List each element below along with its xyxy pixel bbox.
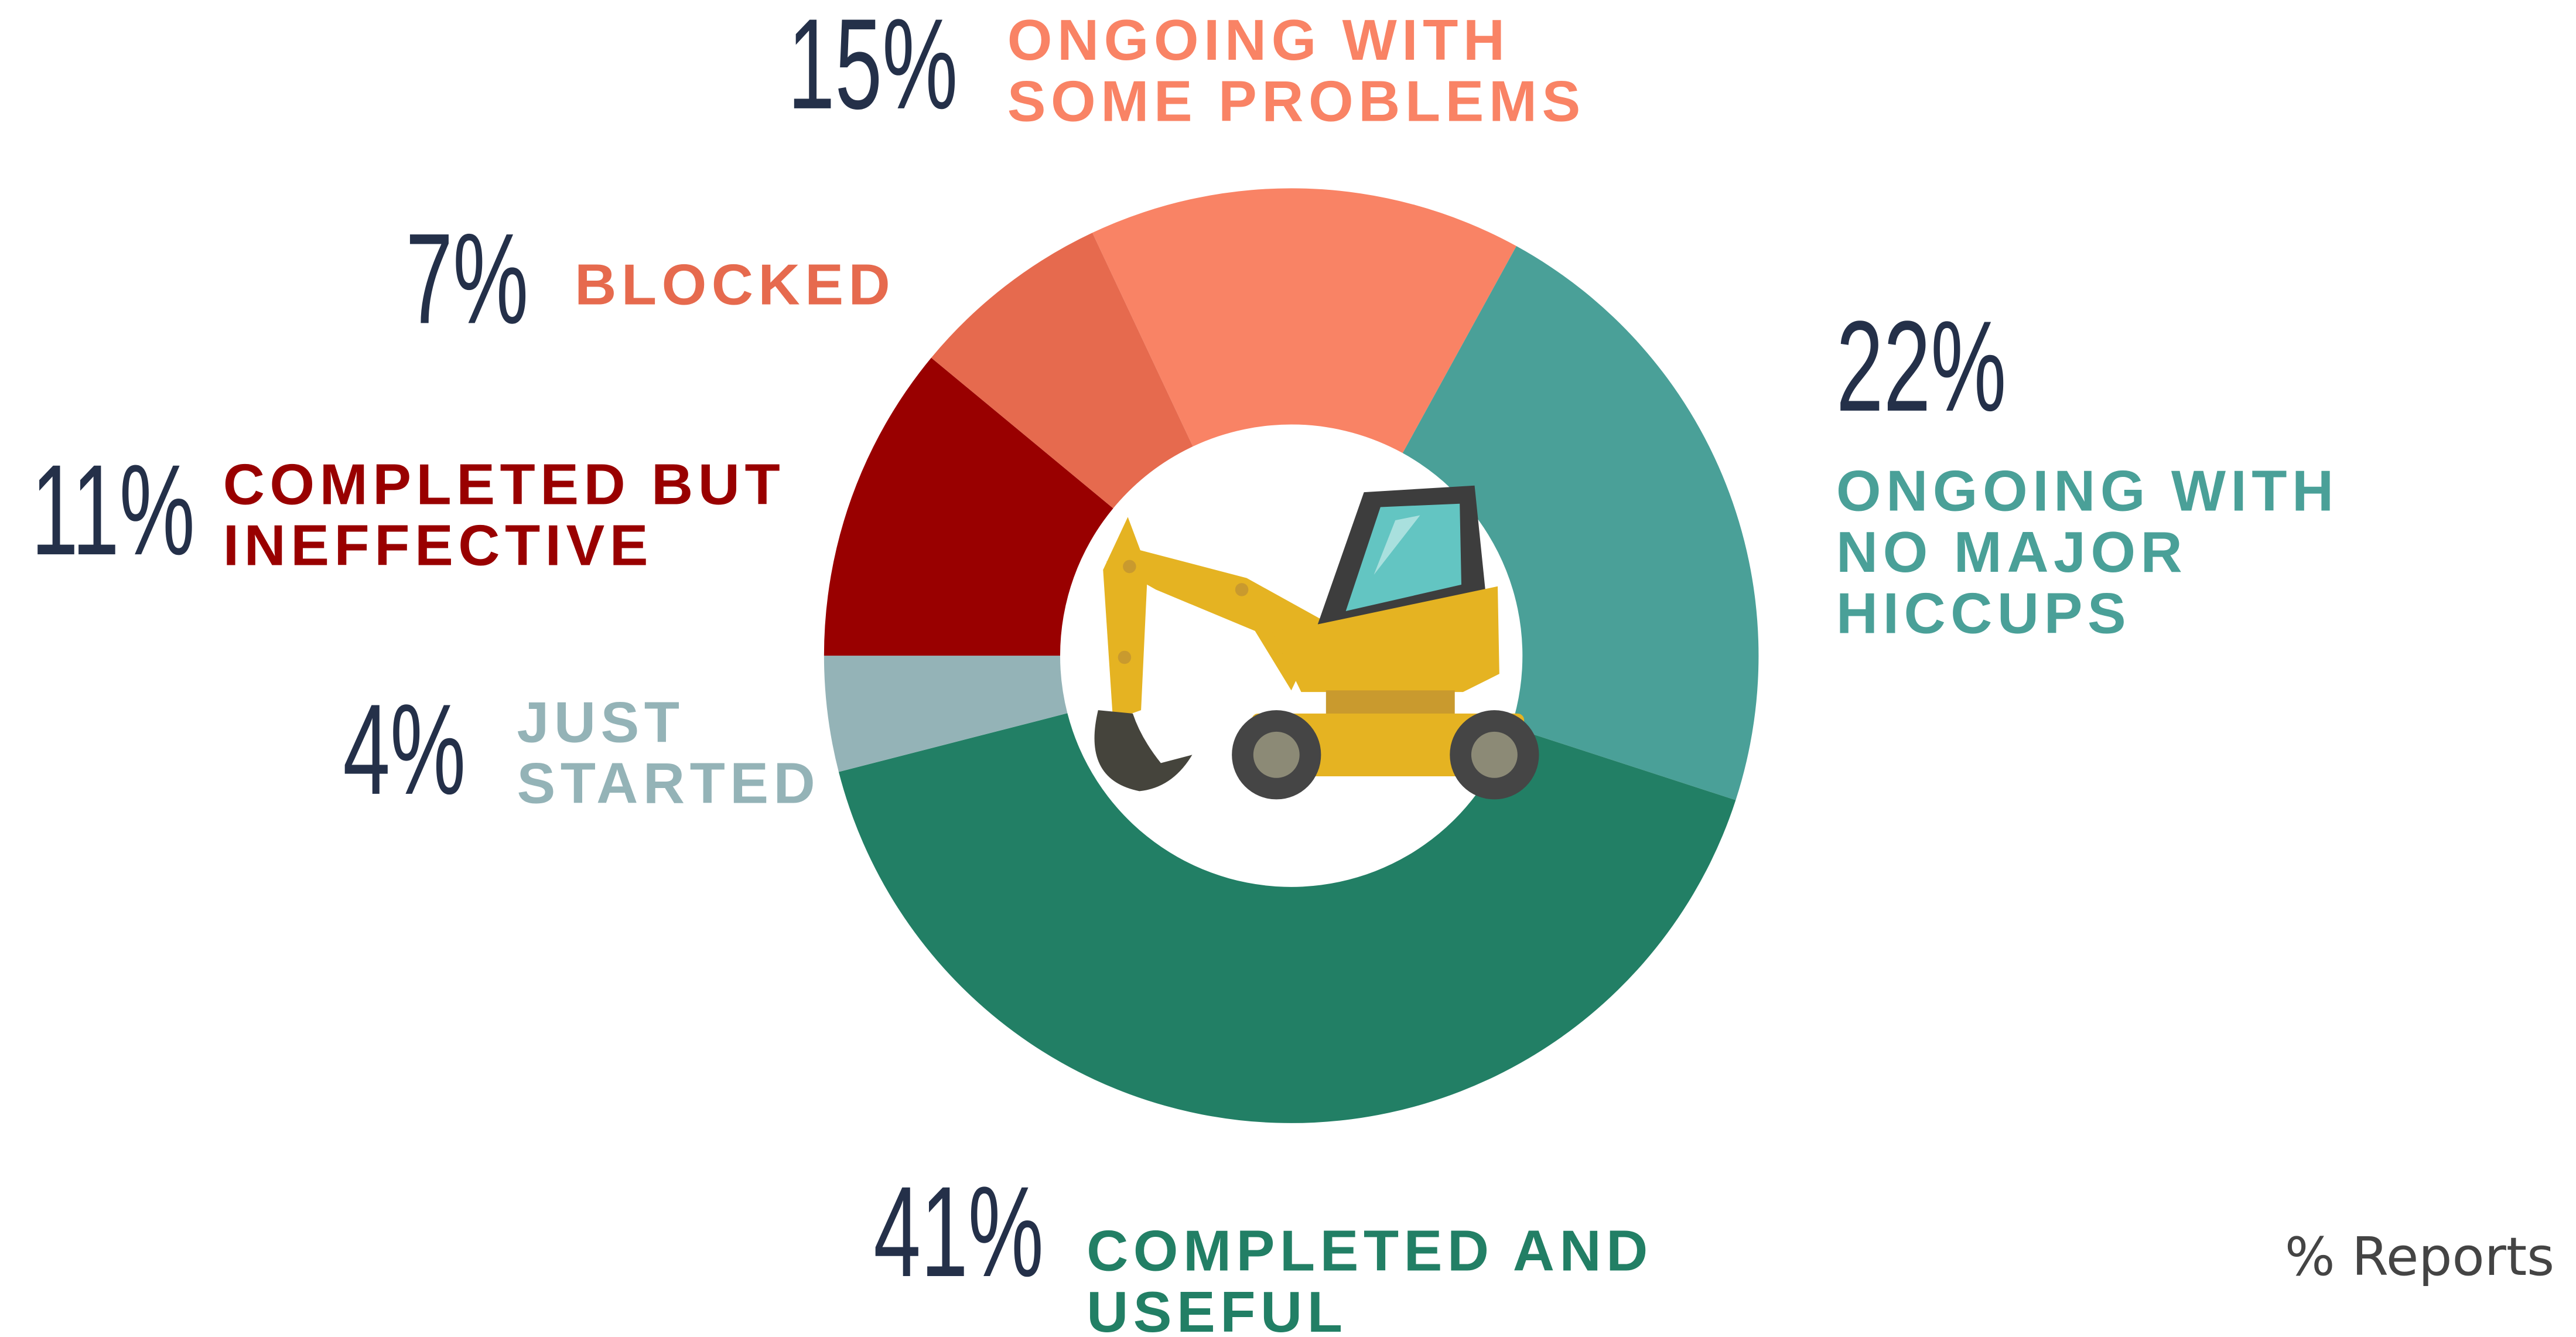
category-label: BLOCKED — [575, 252, 895, 316]
donut-slice — [824, 656, 1068, 772]
caption: % Reports — [2285, 1226, 2554, 1288]
donut-slice — [1092, 188, 1516, 453]
value-label: 15% — [788, 0, 958, 136]
donut-slice — [838, 713, 1736, 1123]
value-label: 7% — [406, 207, 529, 351]
value-label: 41% — [873, 1160, 1043, 1304]
donut-slice — [824, 357, 1113, 656]
donut-slice — [1402, 246, 1759, 800]
donut-slice — [931, 233, 1193, 509]
value-label: 4% — [343, 678, 466, 822]
excavator-icon — [1094, 485, 1539, 800]
category-label: JUST STARTED — [517, 690, 821, 815]
category-label: COMPLETED AND USEFUL — [1087, 1219, 1653, 1337]
category-label: ONGOING WITH NO MAJOR HICCUPS — [1836, 459, 2339, 646]
category-label: COMPLETED BUT INEFFECTIVE — [223, 452, 785, 577]
category-label: ONGOING WITH SOME PROBLEMS — [1007, 8, 1586, 133]
donut — [824, 188, 1759, 1123]
value-label: 22% — [1836, 295, 2006, 439]
value-label: 11% — [31, 438, 195, 582]
